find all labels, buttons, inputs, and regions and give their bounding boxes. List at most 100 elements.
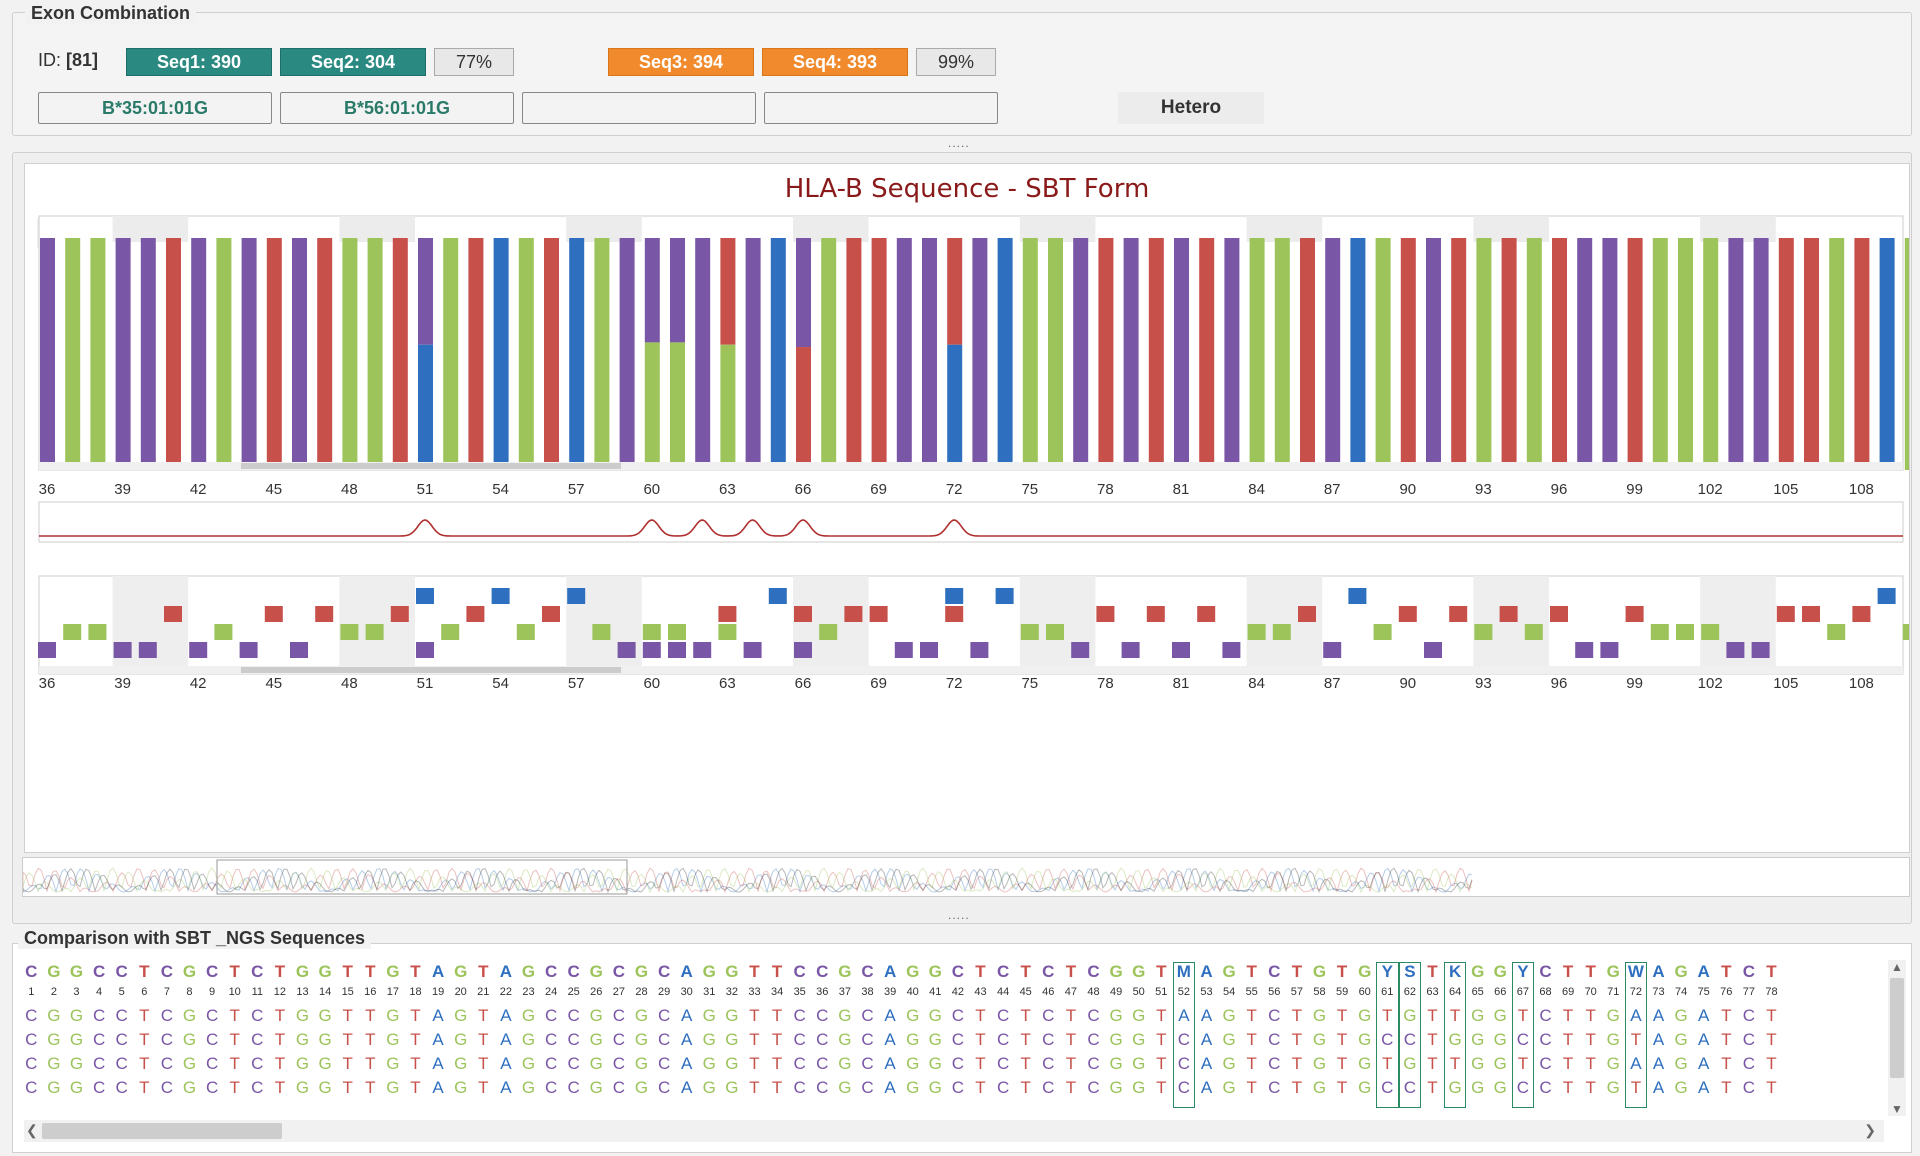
seq2-button[interactable]: Seq2: 304 (280, 48, 426, 76)
seq1-button[interactable]: Seq1: 390 (126, 48, 272, 76)
ratio-plot-scroll-thumb[interactable] (241, 463, 621, 469)
row3-base-59: T (1336, 1054, 1348, 1073)
bottom-x-tick-99: 99 (1626, 675, 1643, 692)
seq3-button[interactable]: Seq3: 394 (608, 48, 754, 76)
row3-base-62: G (1403, 1054, 1417, 1073)
pos-number-52: 52 (1177, 986, 1191, 998)
base-mark-70-C (894, 642, 913, 658)
top-x-tick-81: 81 (1173, 481, 1190, 498)
base-mark-45-T (264, 606, 283, 622)
variant-highlight-62 (1398, 962, 1422, 1108)
base-plot-scrollbar[interactable] (39, 666, 1903, 674)
top-splitter[interactable]: ..... (948, 136, 970, 150)
row2-base-13: G (295, 1030, 310, 1049)
variant-highlight-67 (1511, 962, 1535, 1108)
row1-base-40: G (906, 1006, 920, 1025)
comparison-vscrollbar[interactable]: ▲ ▼ (1888, 960, 1906, 1116)
seq4-button[interactable]: Seq4: 393 (762, 48, 908, 76)
toggle-switch-icon[interactable] (41, 220, 131, 246)
row4-base-27: C (612, 1078, 626, 1097)
row4-base-68: C (1539, 1078, 1552, 1097)
row3-base-57: T (1291, 1054, 1303, 1073)
row1-base-58: G (1312, 1006, 1327, 1025)
ratio-bar-43 (216, 238, 232, 470)
row2-base-41: G (928, 1030, 942, 1049)
ref-base-69: T (1562, 962, 1574, 981)
scroll-down-icon[interactable]: ▼ (1891, 1102, 1903, 1116)
ref-base-11: C (251, 962, 264, 981)
ref-base-15: T (342, 962, 353, 981)
sum-plot-area (38, 501, 1904, 543)
comparison-title: Comparison with SBT _NGS Sequences (18, 928, 372, 949)
allele-field-3[interactable] (522, 92, 756, 124)
row2-base-29: C (657, 1030, 671, 1049)
row1-base-39: A (884, 1006, 896, 1025)
top-x-tick-36: 36 (39, 481, 56, 498)
ratio-bar-47 (317, 238, 333, 470)
ref-base-10: T (229, 962, 240, 981)
ratio-bar-69 (871, 238, 887, 470)
bottom-splitter[interactable]: ..... (948, 908, 970, 922)
row3-base-7: C (160, 1054, 174, 1073)
top-x-tick-42: 42 (190, 481, 207, 498)
row4-base-38: C (861, 1078, 874, 1097)
row3-base-56: C (1268, 1054, 1281, 1073)
row3-base-35: C (793, 1054, 806, 1073)
row2-base-58: G (1312, 1030, 1327, 1049)
row3-base-36: C (816, 1054, 829, 1073)
base-mark-94-T (1499, 606, 1518, 622)
allele-field-2[interactable]: B*56:01:01G (280, 92, 514, 124)
pos-number-4: 4 (96, 986, 103, 998)
ratio-bar-56 (544, 238, 559, 470)
row2-base-55: T (1246, 1030, 1257, 1049)
base-mark-47-T (315, 606, 334, 622)
ratio-plot-scrollbar[interactable] (39, 462, 1903, 470)
seq12-match-percent: 77% (434, 48, 514, 76)
row4-base-60: G (1358, 1078, 1372, 1097)
scroll-left-icon[interactable]: ❮ (26, 1122, 38, 1138)
row1-base-51: T (1156, 1006, 1167, 1025)
row2-base-74: G (1674, 1030, 1688, 1049)
row4-base-25: C (567, 1078, 580, 1097)
row1-base-1: C (25, 1006, 38, 1025)
ref-base-28: G (634, 962, 649, 981)
comparison-vscroll-thumb[interactable] (1890, 978, 1904, 1078)
row3-base-55: T (1246, 1054, 1257, 1073)
comparison-scroll-thumb[interactable] (42, 1123, 282, 1139)
bottom-x-tick-51: 51 (417, 675, 434, 692)
row2-base-35: C (793, 1030, 806, 1049)
chromatogram-trace[interactable] (22, 857, 1910, 897)
pos-number-49: 49 (1109, 986, 1123, 998)
row3-base-70: T (1585, 1054, 1596, 1073)
base-mark-87-C (1323, 642, 1342, 658)
base-mark-68-T (844, 606, 863, 622)
base-plot-scroll-thumb[interactable] (241, 667, 621, 673)
ratio-bar-51-A (418, 344, 433, 470)
row2-base-66: G (1493, 1030, 1507, 1049)
comparison-hscrollbar[interactable]: ❮ ❯ (24, 1120, 1884, 1142)
ref-base-1: C (25, 962, 38, 981)
exon-toggle[interactable]: Exon 2 (37, 218, 225, 248)
row4-base-75: A (1698, 1078, 1710, 1097)
scroll-up-icon[interactable]: ▲ (1891, 960, 1903, 974)
ref-base-12: T (274, 962, 286, 981)
bottom-x-tick-96: 96 (1551, 675, 1568, 692)
pos-number-40: 40 (906, 986, 919, 998)
row2-base-19: A (432, 1030, 444, 1049)
row2-base-43: T (975, 1030, 986, 1049)
row3-base-14: G (318, 1054, 332, 1073)
row1-base-24: C (544, 1006, 558, 1025)
pos-number-13: 13 (296, 986, 309, 998)
row2-base-69: T (1562, 1030, 1574, 1049)
ratio-bar-107 (1829, 238, 1845, 470)
row2-base-51: T (1156, 1030, 1167, 1049)
trace-view-window[interactable] (216, 859, 628, 895)
allele-field-1[interactable]: B*35:01:01G (38, 92, 272, 124)
ref-base-51: T (1156, 962, 1167, 981)
row4-base-63: T (1427, 1078, 1438, 1097)
allele-field-4[interactable] (764, 92, 998, 124)
ratio-bar-94 (1501, 238, 1517, 470)
row3-base-34: T (771, 1054, 783, 1073)
scroll-right-icon[interactable]: ❯ (1864, 1122, 1876, 1138)
ratio-bar-82 (1199, 238, 1215, 470)
